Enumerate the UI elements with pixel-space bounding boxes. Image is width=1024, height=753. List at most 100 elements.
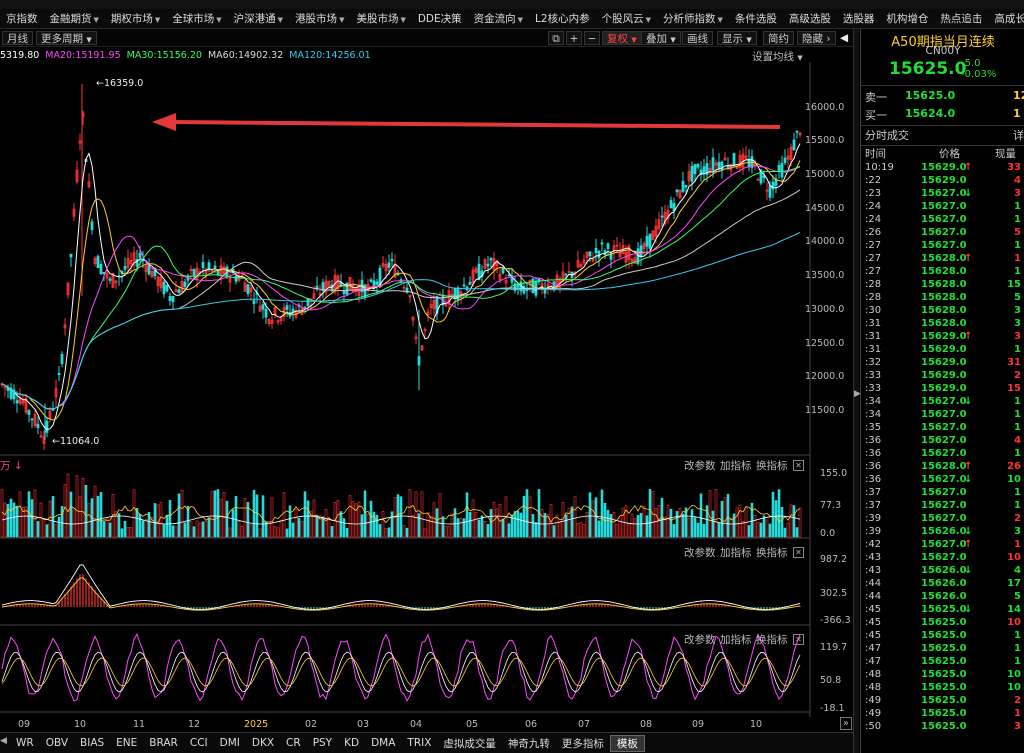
copy-icon[interactable]: ⧉ xyxy=(548,31,564,45)
candle-body xyxy=(414,336,418,340)
candle-body xyxy=(630,258,634,263)
nav-item[interactable]: 沪深港通 ▼ xyxy=(228,11,289,26)
switch-indicator-button[interactable]: 换指标 xyxy=(756,634,788,646)
volume-bar xyxy=(576,523,580,538)
volume-bar xyxy=(51,496,55,538)
candle-body xyxy=(27,410,31,415)
price-tick: 14000.0 xyxy=(805,236,845,247)
nav-item[interactable]: 选股器 xyxy=(837,11,881,26)
volume-tick: 77.3 xyxy=(820,500,842,511)
volume-bar xyxy=(732,513,736,538)
candle-body xyxy=(732,153,736,166)
volume-bar xyxy=(45,524,49,538)
indicator-tab[interactable]: DMI xyxy=(219,737,240,749)
volume-bar xyxy=(543,513,547,538)
candle-body xyxy=(171,296,175,303)
close-icon[interactable]: ✕ xyxy=(793,460,804,471)
indicator-tab[interactable]: CCI xyxy=(189,737,208,749)
hide-button[interactable]: 隐藏 › xyxy=(797,31,836,45)
indicator-tab[interactable]: 神奇九转 xyxy=(507,737,550,750)
nav-item[interactable]: 金融期货 ▼ xyxy=(44,11,105,26)
expand-icon[interactable]: ▶ xyxy=(854,389,861,399)
nav-item[interactable]: 高成长性 xyxy=(988,11,1024,26)
set-ma-button[interactable]: 设置均线 ▼ xyxy=(752,49,803,64)
more-period-button[interactable]: 更多周期 ▼ xyxy=(36,31,97,45)
nav-item[interactable]: 热点追击 xyxy=(934,11,988,26)
add-indicator-button[interactable]: 加指标 xyxy=(720,460,752,472)
price-tick: 16000.0 xyxy=(805,102,845,113)
candle-body xyxy=(33,414,37,427)
volume-bar xyxy=(294,508,298,538)
close-icon[interactable]: ✕ xyxy=(793,547,804,558)
overlay-button[interactable]: 叠加 ▼ xyxy=(641,31,681,45)
indicator-tab[interactable]: 虚拟成交量 xyxy=(443,737,496,750)
change-params-button[interactable]: 改参数 xyxy=(684,460,716,472)
collapse-panel-icon[interactable]: ◀ xyxy=(840,32,849,44)
nav-item[interactable]: L2核心内参 xyxy=(529,11,596,26)
candlestick-chart[interactable] xyxy=(0,62,857,717)
period-monthly-button[interactable]: 月线 xyxy=(2,31,33,45)
candle-body xyxy=(429,304,433,309)
indicator-tab[interactable]: DKX xyxy=(251,737,275,749)
change-params-button[interactable]: 改参数 xyxy=(684,634,716,646)
indicator-tab[interactable]: 模板 xyxy=(609,734,645,752)
candle-body xyxy=(129,259,133,265)
indicator-tab[interactable]: CR xyxy=(286,737,301,749)
zoom-in-icon[interactable]: + xyxy=(566,31,582,45)
time-tick: 10 xyxy=(74,719,87,730)
tick-time: :24 xyxy=(865,214,882,225)
nav-item[interactable]: 全球市场 ▼ xyxy=(166,11,227,26)
display-button[interactable]: 显示 ▼ xyxy=(717,31,757,45)
candle-body xyxy=(798,132,802,136)
ma-value: MA60:14902.32 xyxy=(207,50,284,61)
indicator-tab[interactable]: DMA xyxy=(371,737,396,749)
indicator-tab[interactable]: BRAR xyxy=(149,737,178,749)
indicator-tab[interactable]: WR xyxy=(16,737,34,749)
panel-divider[interactable]: ▶ xyxy=(853,29,861,753)
close-icon[interactable]: ✕ xyxy=(793,634,804,645)
indicator-tab[interactable]: PSY xyxy=(312,737,333,749)
scroll-left-icon[interactable]: ◀ xyxy=(0,736,7,746)
indicator-tab[interactable]: ENE xyxy=(116,737,138,749)
nav-item[interactable]: 期权市场 ▼ xyxy=(105,11,166,26)
nav-item[interactable]: DDE决策 xyxy=(412,11,468,26)
indicator-tab[interactable]: TRIX xyxy=(407,737,432,749)
switch-indicator-button[interactable]: 换指标 xyxy=(756,547,788,559)
candle-body xyxy=(387,262,391,268)
nav-item[interactable]: 分析师指数 ▼ xyxy=(657,11,729,26)
add-indicator-button[interactable]: 加指标 xyxy=(720,547,752,559)
zoom-out-icon[interactable]: − xyxy=(584,31,600,45)
candle-body xyxy=(507,274,511,277)
ticks-detail-button[interactable]: 详 xyxy=(1013,129,1024,142)
indicator-tab[interactable]: BIAS xyxy=(80,737,105,749)
nav-item-label: 港股市场 xyxy=(295,13,338,25)
candle-body xyxy=(687,171,691,182)
volume-bar xyxy=(414,491,418,538)
nav-item[interactable]: 港股市场 ▼ xyxy=(289,11,350,26)
nav-item[interactable]: 机构增仓 xyxy=(880,11,934,26)
indicator-tab[interactable]: KD xyxy=(344,737,360,749)
brief-button[interactable]: 简约 xyxy=(763,31,794,45)
nav-item[interactable]: 美股市场 ▼ xyxy=(350,11,411,26)
nav-item[interactable]: 京指数 xyxy=(0,11,44,26)
candle-body xyxy=(12,389,16,400)
nav-item[interactable]: 条件选股 xyxy=(729,11,783,26)
switch-indicator-button[interactable]: 换指标 xyxy=(756,460,788,472)
tick-time: :31 xyxy=(865,318,882,329)
volume-bar xyxy=(792,505,796,538)
add-indicator-button[interactable]: 加指标 xyxy=(720,634,752,646)
change-params-button[interactable]: 改参数 xyxy=(684,547,716,559)
indicator-tab[interactable]: OBV xyxy=(45,737,69,749)
nav-item[interactable]: 个股风云 ▼ xyxy=(596,11,657,26)
arrow-up-icon: ↑ xyxy=(964,461,973,472)
scroll-right-icon[interactable]: » xyxy=(840,717,852,730)
indicator-tab[interactable]: 更多指标 xyxy=(561,737,604,750)
volume-bar xyxy=(765,519,769,538)
volume-bar xyxy=(273,526,277,538)
nav-item[interactable]: 资金流向 ▼ xyxy=(468,11,529,26)
candle-body xyxy=(606,243,610,249)
draw-line-button[interactable]: 画线 xyxy=(682,31,713,45)
restore-rights-button[interactable]: 复权 ▼ xyxy=(602,31,642,45)
time-tick: 12 xyxy=(188,719,201,730)
nav-item[interactable]: 高级选股 xyxy=(783,11,837,26)
